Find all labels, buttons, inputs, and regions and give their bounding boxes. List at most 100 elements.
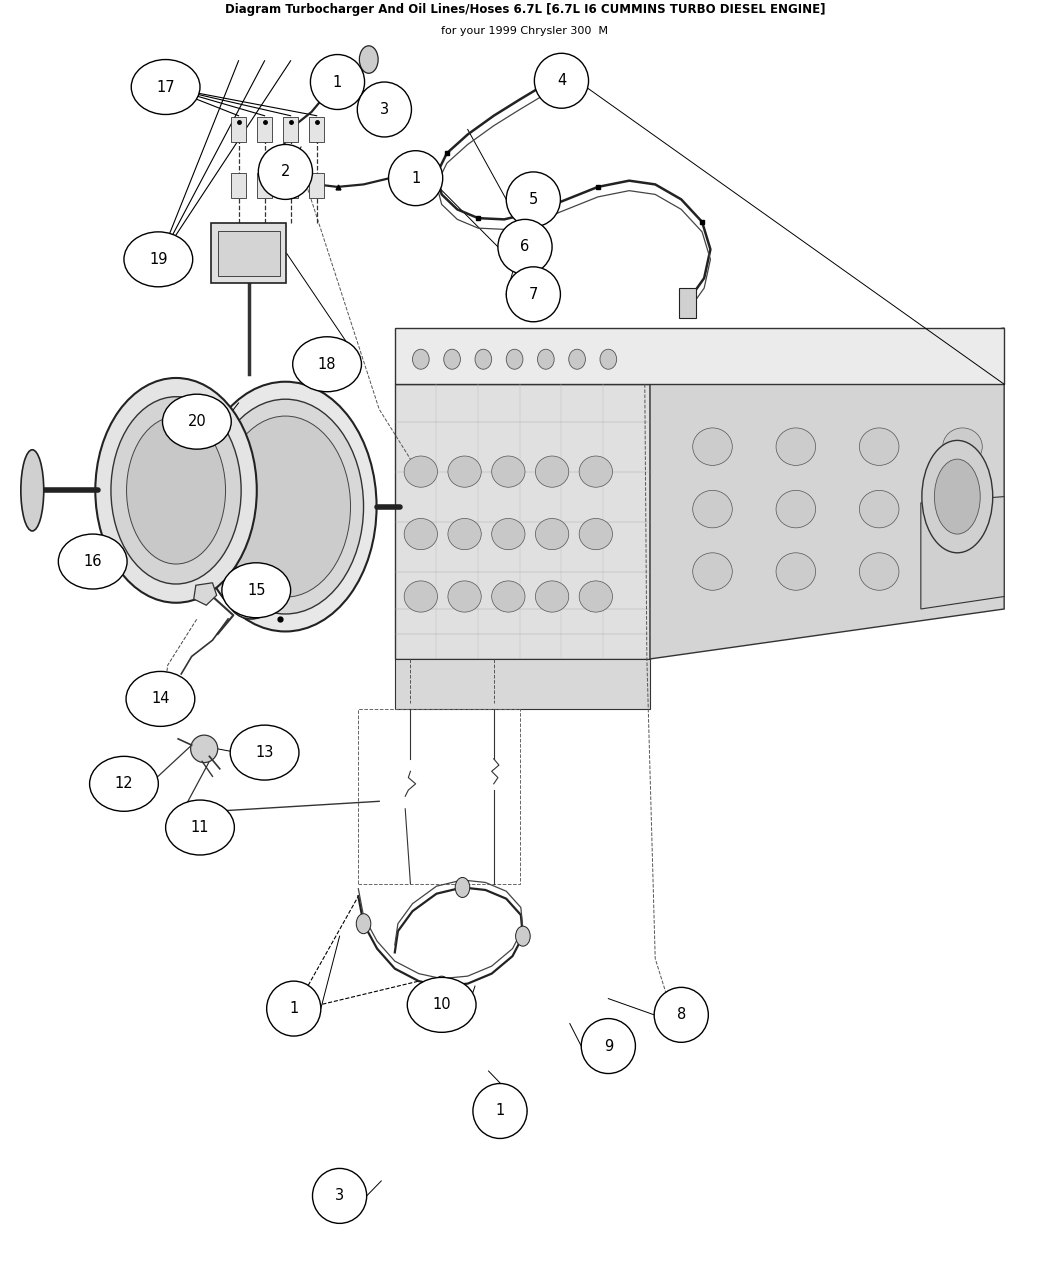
Ellipse shape — [311, 55, 364, 110]
Circle shape — [538, 349, 554, 370]
Ellipse shape — [776, 428, 816, 465]
Ellipse shape — [859, 428, 899, 465]
Ellipse shape — [516, 926, 530, 946]
Text: 15: 15 — [247, 583, 266, 598]
Ellipse shape — [506, 266, 561, 321]
Polygon shape — [650, 328, 1004, 659]
Text: 8: 8 — [676, 1007, 686, 1023]
Polygon shape — [395, 384, 650, 659]
Ellipse shape — [776, 553, 816, 590]
Ellipse shape — [404, 581, 438, 612]
Ellipse shape — [404, 519, 438, 550]
Ellipse shape — [580, 456, 612, 487]
Ellipse shape — [534, 54, 589, 108]
Ellipse shape — [230, 725, 299, 780]
Ellipse shape — [222, 562, 291, 617]
Ellipse shape — [859, 553, 899, 590]
Bar — [231, 173, 246, 198]
Text: 5: 5 — [529, 193, 538, 207]
Bar — [257, 173, 272, 198]
Circle shape — [569, 349, 586, 370]
Ellipse shape — [776, 491, 816, 528]
Ellipse shape — [89, 756, 159, 811]
Text: 3: 3 — [380, 102, 388, 117]
Ellipse shape — [943, 491, 983, 528]
Ellipse shape — [124, 232, 193, 287]
Ellipse shape — [491, 581, 525, 612]
Ellipse shape — [435, 977, 449, 996]
Ellipse shape — [226, 566, 276, 618]
Ellipse shape — [163, 394, 231, 449]
Ellipse shape — [943, 553, 983, 590]
Polygon shape — [395, 328, 1004, 384]
Bar — [679, 288, 696, 317]
Text: 6: 6 — [521, 240, 529, 254]
Text: 4: 4 — [556, 73, 566, 88]
Text: 18: 18 — [318, 357, 336, 372]
Polygon shape — [921, 496, 1004, 609]
Text: 10: 10 — [433, 997, 452, 1012]
Bar — [284, 117, 298, 142]
Circle shape — [413, 349, 429, 370]
Ellipse shape — [498, 219, 552, 274]
Text: 12: 12 — [114, 776, 133, 792]
Bar — [257, 117, 272, 142]
Ellipse shape — [491, 456, 525, 487]
Ellipse shape — [580, 581, 612, 612]
Text: 2: 2 — [280, 164, 290, 180]
Ellipse shape — [127, 417, 226, 564]
Circle shape — [600, 349, 616, 370]
Bar — [358, 709, 520, 884]
Ellipse shape — [194, 381, 377, 631]
Ellipse shape — [21, 450, 44, 530]
Ellipse shape — [59, 534, 127, 589]
Ellipse shape — [693, 428, 732, 465]
Ellipse shape — [207, 399, 363, 615]
Text: 14: 14 — [151, 691, 170, 706]
Text: 13: 13 — [255, 745, 274, 760]
Ellipse shape — [654, 987, 709, 1042]
Text: 20: 20 — [188, 414, 206, 430]
Ellipse shape — [472, 1084, 527, 1139]
Text: 1: 1 — [333, 74, 342, 89]
Ellipse shape — [267, 982, 321, 1037]
Ellipse shape — [154, 682, 177, 706]
Ellipse shape — [582, 1019, 635, 1074]
Ellipse shape — [293, 337, 361, 391]
Text: 1: 1 — [411, 171, 420, 186]
Ellipse shape — [406, 164, 425, 193]
Ellipse shape — [388, 150, 443, 205]
Bar — [217, 231, 280, 275]
Ellipse shape — [357, 82, 412, 136]
Ellipse shape — [407, 978, 476, 1033]
Ellipse shape — [235, 576, 267, 609]
Ellipse shape — [943, 428, 983, 465]
Ellipse shape — [356, 914, 371, 933]
Ellipse shape — [258, 144, 313, 199]
Text: Diagram Turbocharger And Oil Lines/Hoses 6.7L [6.7L I6 CUMMINS TURBO DIESEL ENGI: Diagram Turbocharger And Oil Lines/Hoses… — [225, 3, 825, 15]
Ellipse shape — [126, 672, 195, 727]
Text: 9: 9 — [604, 1039, 613, 1053]
Ellipse shape — [456, 877, 469, 898]
Circle shape — [475, 349, 491, 370]
Ellipse shape — [359, 46, 378, 73]
Bar — [310, 117, 324, 142]
Ellipse shape — [859, 491, 899, 528]
Ellipse shape — [580, 519, 612, 550]
Circle shape — [506, 349, 523, 370]
Circle shape — [444, 349, 460, 370]
Ellipse shape — [693, 553, 732, 590]
Ellipse shape — [506, 172, 561, 227]
Ellipse shape — [448, 456, 481, 487]
Ellipse shape — [448, 581, 481, 612]
Ellipse shape — [131, 60, 200, 115]
Polygon shape — [194, 583, 216, 606]
Ellipse shape — [693, 491, 732, 528]
Bar — [231, 117, 246, 142]
Ellipse shape — [922, 440, 992, 553]
Text: 19: 19 — [149, 252, 168, 266]
Ellipse shape — [536, 519, 569, 550]
Ellipse shape — [934, 459, 981, 534]
Text: for your 1999 Chrysler 300  M: for your 1999 Chrysler 300 M — [441, 26, 609, 36]
Text: 16: 16 — [83, 555, 102, 569]
